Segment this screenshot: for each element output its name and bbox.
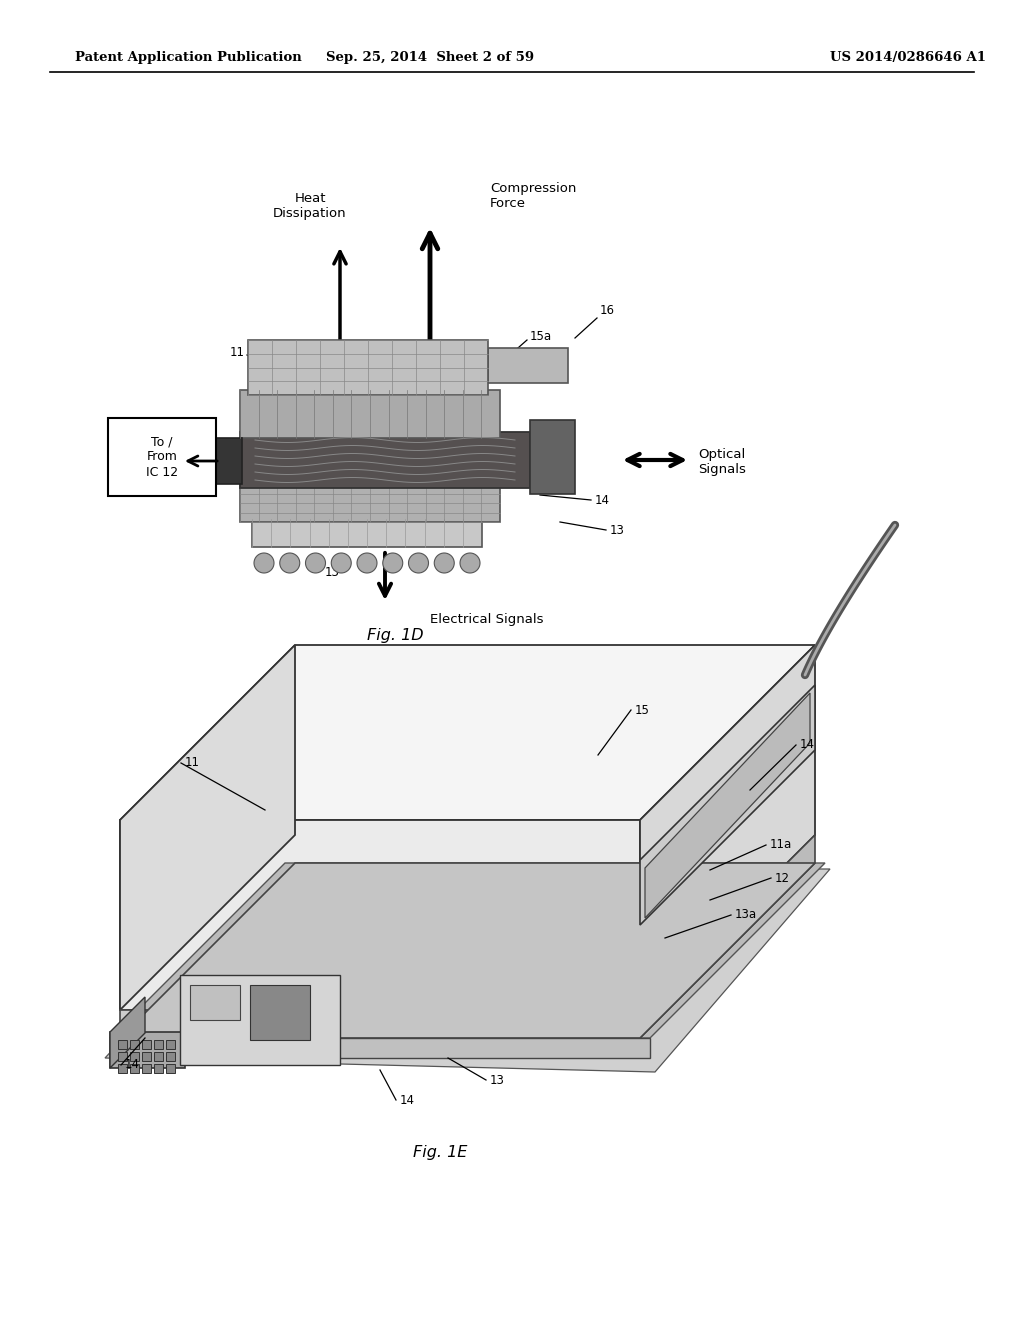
- Bar: [240, 389, 500, 438]
- Bar: [166, 1064, 175, 1073]
- Text: 15: 15: [635, 704, 650, 717]
- Circle shape: [254, 553, 274, 573]
- Text: 13: 13: [610, 524, 625, 536]
- Bar: [180, 975, 340, 1065]
- Bar: [142, 1040, 151, 1049]
- Bar: [154, 1052, 163, 1061]
- Polygon shape: [120, 645, 815, 820]
- Bar: [248, 341, 488, 395]
- Bar: [118, 1040, 127, 1049]
- Bar: [142, 1064, 151, 1073]
- Text: 11a: 11a: [770, 838, 793, 851]
- Polygon shape: [110, 1032, 185, 1068]
- Text: 14: 14: [400, 1093, 415, 1106]
- Circle shape: [331, 553, 351, 573]
- Polygon shape: [640, 645, 815, 1010]
- Bar: [530, 420, 575, 494]
- Text: 11: 11: [230, 346, 245, 359]
- Polygon shape: [105, 869, 830, 1072]
- Bar: [252, 519, 482, 546]
- Text: 12: 12: [775, 871, 790, 884]
- Text: 15: 15: [275, 351, 290, 363]
- Bar: [166, 1040, 175, 1049]
- Text: Fig. 1E: Fig. 1E: [413, 1144, 467, 1160]
- Text: Heat
Dissipation: Heat Dissipation: [273, 191, 347, 220]
- Bar: [240, 432, 530, 488]
- Bar: [180, 438, 242, 484]
- Polygon shape: [120, 820, 640, 1010]
- Bar: [240, 484, 500, 521]
- Text: Fig. 1D: Fig. 1D: [367, 628, 423, 643]
- Text: To /
From
IC 12: To / From IC 12: [146, 436, 178, 479]
- Polygon shape: [120, 645, 295, 1010]
- Text: US 2014/0286646 A1: US 2014/0286646 A1: [830, 50, 986, 63]
- Circle shape: [409, 553, 428, 573]
- Polygon shape: [110, 997, 145, 1068]
- Text: 14: 14: [125, 1059, 140, 1072]
- Circle shape: [305, 553, 326, 573]
- Polygon shape: [120, 863, 815, 1038]
- Circle shape: [280, 553, 300, 573]
- Text: 13a: 13a: [735, 908, 757, 921]
- Polygon shape: [110, 1038, 650, 1059]
- Text: 16: 16: [600, 304, 615, 317]
- Bar: [166, 1052, 175, 1061]
- Circle shape: [434, 553, 455, 573]
- Circle shape: [383, 553, 402, 573]
- Bar: [130, 1052, 139, 1061]
- Text: Patent Application Publication: Patent Application Publication: [75, 50, 302, 63]
- Bar: [118, 1052, 127, 1061]
- Text: Sep. 25, 2014  Sheet 2 of 59: Sep. 25, 2014 Sheet 2 of 59: [326, 50, 535, 63]
- Polygon shape: [640, 836, 815, 1038]
- Text: 11: 11: [185, 756, 200, 770]
- Circle shape: [460, 553, 480, 573]
- Text: Optical
Signals: Optical Signals: [698, 447, 745, 477]
- Text: 15a: 15a: [530, 330, 552, 342]
- Polygon shape: [120, 1010, 640, 1038]
- Bar: [130, 1040, 139, 1049]
- Bar: [130, 1064, 139, 1073]
- Bar: [250, 985, 310, 1040]
- Text: Compression
Force: Compression Force: [490, 182, 577, 210]
- Bar: [190, 985, 240, 1020]
- Bar: [154, 1040, 163, 1049]
- Text: 13: 13: [325, 566, 339, 579]
- Bar: [108, 418, 216, 496]
- Bar: [118, 1064, 127, 1073]
- Text: 14: 14: [595, 494, 610, 507]
- Polygon shape: [645, 693, 810, 917]
- Polygon shape: [110, 863, 825, 1038]
- Bar: [154, 1064, 163, 1073]
- Text: 13: 13: [490, 1073, 505, 1086]
- Polygon shape: [640, 685, 815, 925]
- Circle shape: [357, 553, 377, 573]
- Bar: [488, 348, 568, 383]
- Bar: [142, 1052, 151, 1061]
- Text: Electrical Signals: Electrical Signals: [430, 612, 544, 626]
- Text: 14: 14: [800, 738, 815, 751]
